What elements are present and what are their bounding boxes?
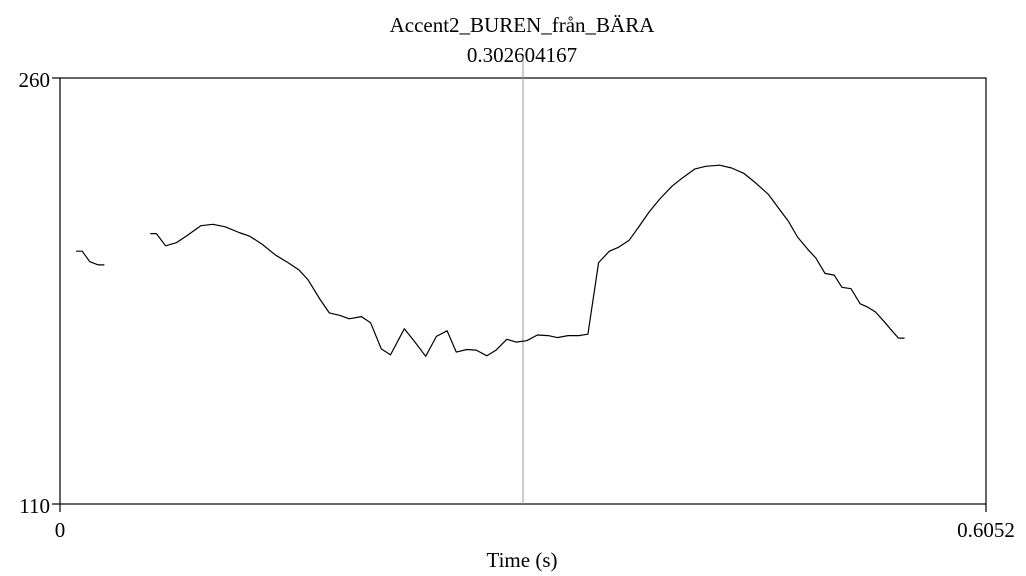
x-axis-label: Time (s) (487, 548, 558, 572)
pitch-contour-segment-1 (76, 250, 105, 266)
x-tick-label-min: 0 (55, 518, 66, 542)
cursor-time-label: 0.302604167 (467, 43, 577, 67)
y-tick-label-max: 260 (19, 68, 51, 92)
chart-title: Accent2_BUREN_från_BÄRA (390, 13, 656, 37)
y-tick-label-min: 110 (19, 494, 50, 518)
x-tick-label-max: 0.6052 (957, 518, 1015, 542)
pitch-contour-segment-2 (150, 164, 905, 357)
